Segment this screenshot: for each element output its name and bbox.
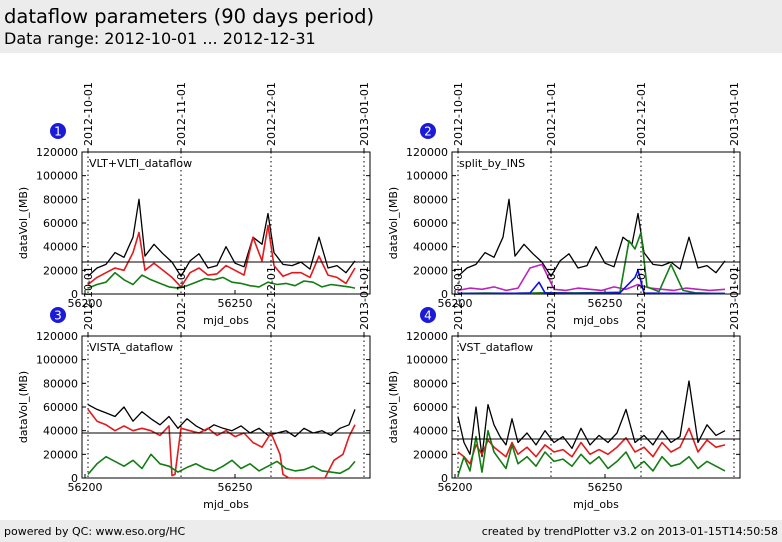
y-axis-label: dataVol_(MB): [17, 187, 30, 259]
panel-number-label: 1: [54, 125, 62, 139]
date-marker-label: 2012-11-01: [545, 266, 558, 330]
y-tick-label: 0: [71, 472, 78, 485]
y-tick-label: 80000: [413, 193, 448, 206]
series-line-3: [87, 271, 356, 289]
panel-number-badge: [420, 307, 436, 323]
y-tick-label: 20000: [43, 448, 78, 461]
y-tick-label: 100000: [406, 354, 448, 367]
y-tick-label: 80000: [43, 193, 78, 206]
date-marker-label: 2012-10-01: [452, 266, 465, 330]
footer-created-by: created by trendPlotter v3.2 on 2013-01-…: [481, 525, 778, 538]
y-tick-label: 100000: [406, 170, 448, 183]
x-tick-label: 56200: [68, 481, 103, 494]
series-line-1: [87, 198, 356, 277]
x-tick-label: 56250: [588, 297, 623, 310]
series-line-2: [87, 224, 356, 288]
y-tick-label: 100000: [36, 354, 78, 367]
x-tick-label: 56200: [68, 297, 103, 310]
y-tick-label: 60000: [413, 401, 448, 414]
date-marker-label: 2012-12-01: [265, 82, 278, 146]
date-marker-label: 2013-01-01: [728, 82, 741, 146]
header-bar: dataflow parameters (90 days period) Dat…: [0, 0, 782, 53]
panel-number-label: 3: [54, 309, 62, 323]
y-tick-label: 40000: [43, 241, 78, 254]
date-marker-label: 2013-01-01: [358, 266, 371, 330]
series-line-1: [457, 380, 726, 458]
panel-title: VLT+VLTI_dataflow: [89, 157, 192, 170]
x-axis-label: mjd_obs: [203, 314, 249, 327]
date-marker-label: 2012-10-01: [82, 266, 95, 330]
panel-title: VST_dataflow: [459, 341, 533, 354]
footer-bar: powered by QC: www.eso.org/HC created by…: [0, 520, 782, 542]
y-tick-label: 20000: [43, 264, 78, 277]
panel-title: split_by_INS: [459, 157, 525, 170]
y-tick-label: 120000: [36, 146, 78, 159]
date-marker-label: 2012-10-01: [452, 82, 465, 146]
plot-frame: [81, 335, 371, 479]
date-marker-label: 2012-12-01: [265, 266, 278, 330]
plot-frame: [451, 151, 741, 295]
y-tick-label: 60000: [413, 217, 448, 230]
date-marker-label: 2012-11-01: [545, 82, 558, 146]
y-tick-label: 120000: [406, 330, 448, 343]
panel-number-badge: [420, 123, 436, 139]
series-line-3: [457, 429, 726, 476]
panel-number-label: 4: [424, 309, 432, 323]
series-line-3: [87, 453, 356, 475]
date-marker-label: 2012-12-01: [635, 266, 648, 330]
y-tick-label: 0: [441, 288, 448, 301]
y-tick-label: 40000: [413, 425, 448, 438]
plot-frame: [451, 335, 741, 479]
panel-title: VISTA_dataflow: [89, 341, 173, 354]
y-tick-label: 20000: [413, 448, 448, 461]
panel-number-badge: [50, 123, 66, 139]
x-tick-label: 56200: [438, 297, 473, 310]
y-tick-label: 120000: [406, 146, 448, 159]
date-marker-label: 2012-11-01: [175, 266, 188, 330]
panel-number-badge: [50, 307, 66, 323]
series-line-1: [457, 198, 726, 277]
y-tick-label: 100000: [36, 170, 78, 183]
date-marker-label: 2012-12-01: [635, 82, 648, 146]
chart-panel-2: 2012-10-01 2012-11-01 2012-12-01 2013-01-01…: [387, 82, 741, 327]
y-tick-label: 20000: [413, 264, 448, 277]
date-marker-label: 2012-10-01: [82, 82, 95, 146]
x-tick-label: 56250: [588, 481, 623, 494]
plots-area: 2012-10-01 2012-11-01 2012-12-01 2013-01-01…: [17, 82, 741, 511]
y-tick-label: 40000: [43, 425, 78, 438]
date-marker-label: 2013-01-01: [358, 82, 371, 146]
footer-credit: powered by QC: www.eso.org/HC: [4, 525, 186, 538]
chart-panel-1: 2012-10-01 2012-11-01 2012-12-01 2013-01-01…: [17, 82, 371, 327]
x-axis-label: mjd_obs: [573, 498, 619, 511]
y-axis-label: dataVol_(MB): [387, 371, 400, 443]
chart-panel-4: 2012-10-01 2012-11-01 2012-12-01 2013-01-01…: [387, 266, 741, 511]
y-tick-label: 0: [441, 472, 448, 485]
y-tick-label: 80000: [43, 377, 78, 390]
x-axis-label: mjd_obs: [573, 314, 619, 327]
series-line-3: [457, 231, 726, 295]
y-axis-label: dataVol_(MB): [387, 187, 400, 259]
page-title: dataflow parameters (90 days period): [4, 5, 375, 28]
x-tick-label: 56250: [218, 481, 253, 494]
series-line-2: [457, 263, 726, 292]
y-tick-label: 40000: [413, 241, 448, 254]
y-tick-label: 80000: [413, 377, 448, 390]
y-axis-label: dataVol_(MB): [17, 371, 30, 443]
x-axis-label: mjd_obs: [203, 498, 249, 511]
series-line-4: [457, 269, 726, 295]
y-tick-label: 120000: [36, 330, 78, 343]
chart-panel-3: 2012-10-01 2012-11-01 2012-12-01 2013-01-01…: [17, 266, 371, 511]
x-tick-label: 56250: [218, 297, 253, 310]
y-tick-label: 60000: [43, 401, 78, 414]
y-tick-label: 0: [71, 288, 78, 301]
date-marker-label: 2013-01-01: [728, 266, 741, 330]
data-range-subtitle: Data range: 2012-10-01 ... 2012-12-31: [4, 29, 316, 48]
plot-frame: [81, 151, 371, 295]
y-tick-label: 60000: [43, 217, 78, 230]
date-marker-label: 2012-11-01: [175, 82, 188, 146]
x-tick-label: 56200: [438, 481, 473, 494]
panel-number-label: 2: [424, 125, 432, 139]
